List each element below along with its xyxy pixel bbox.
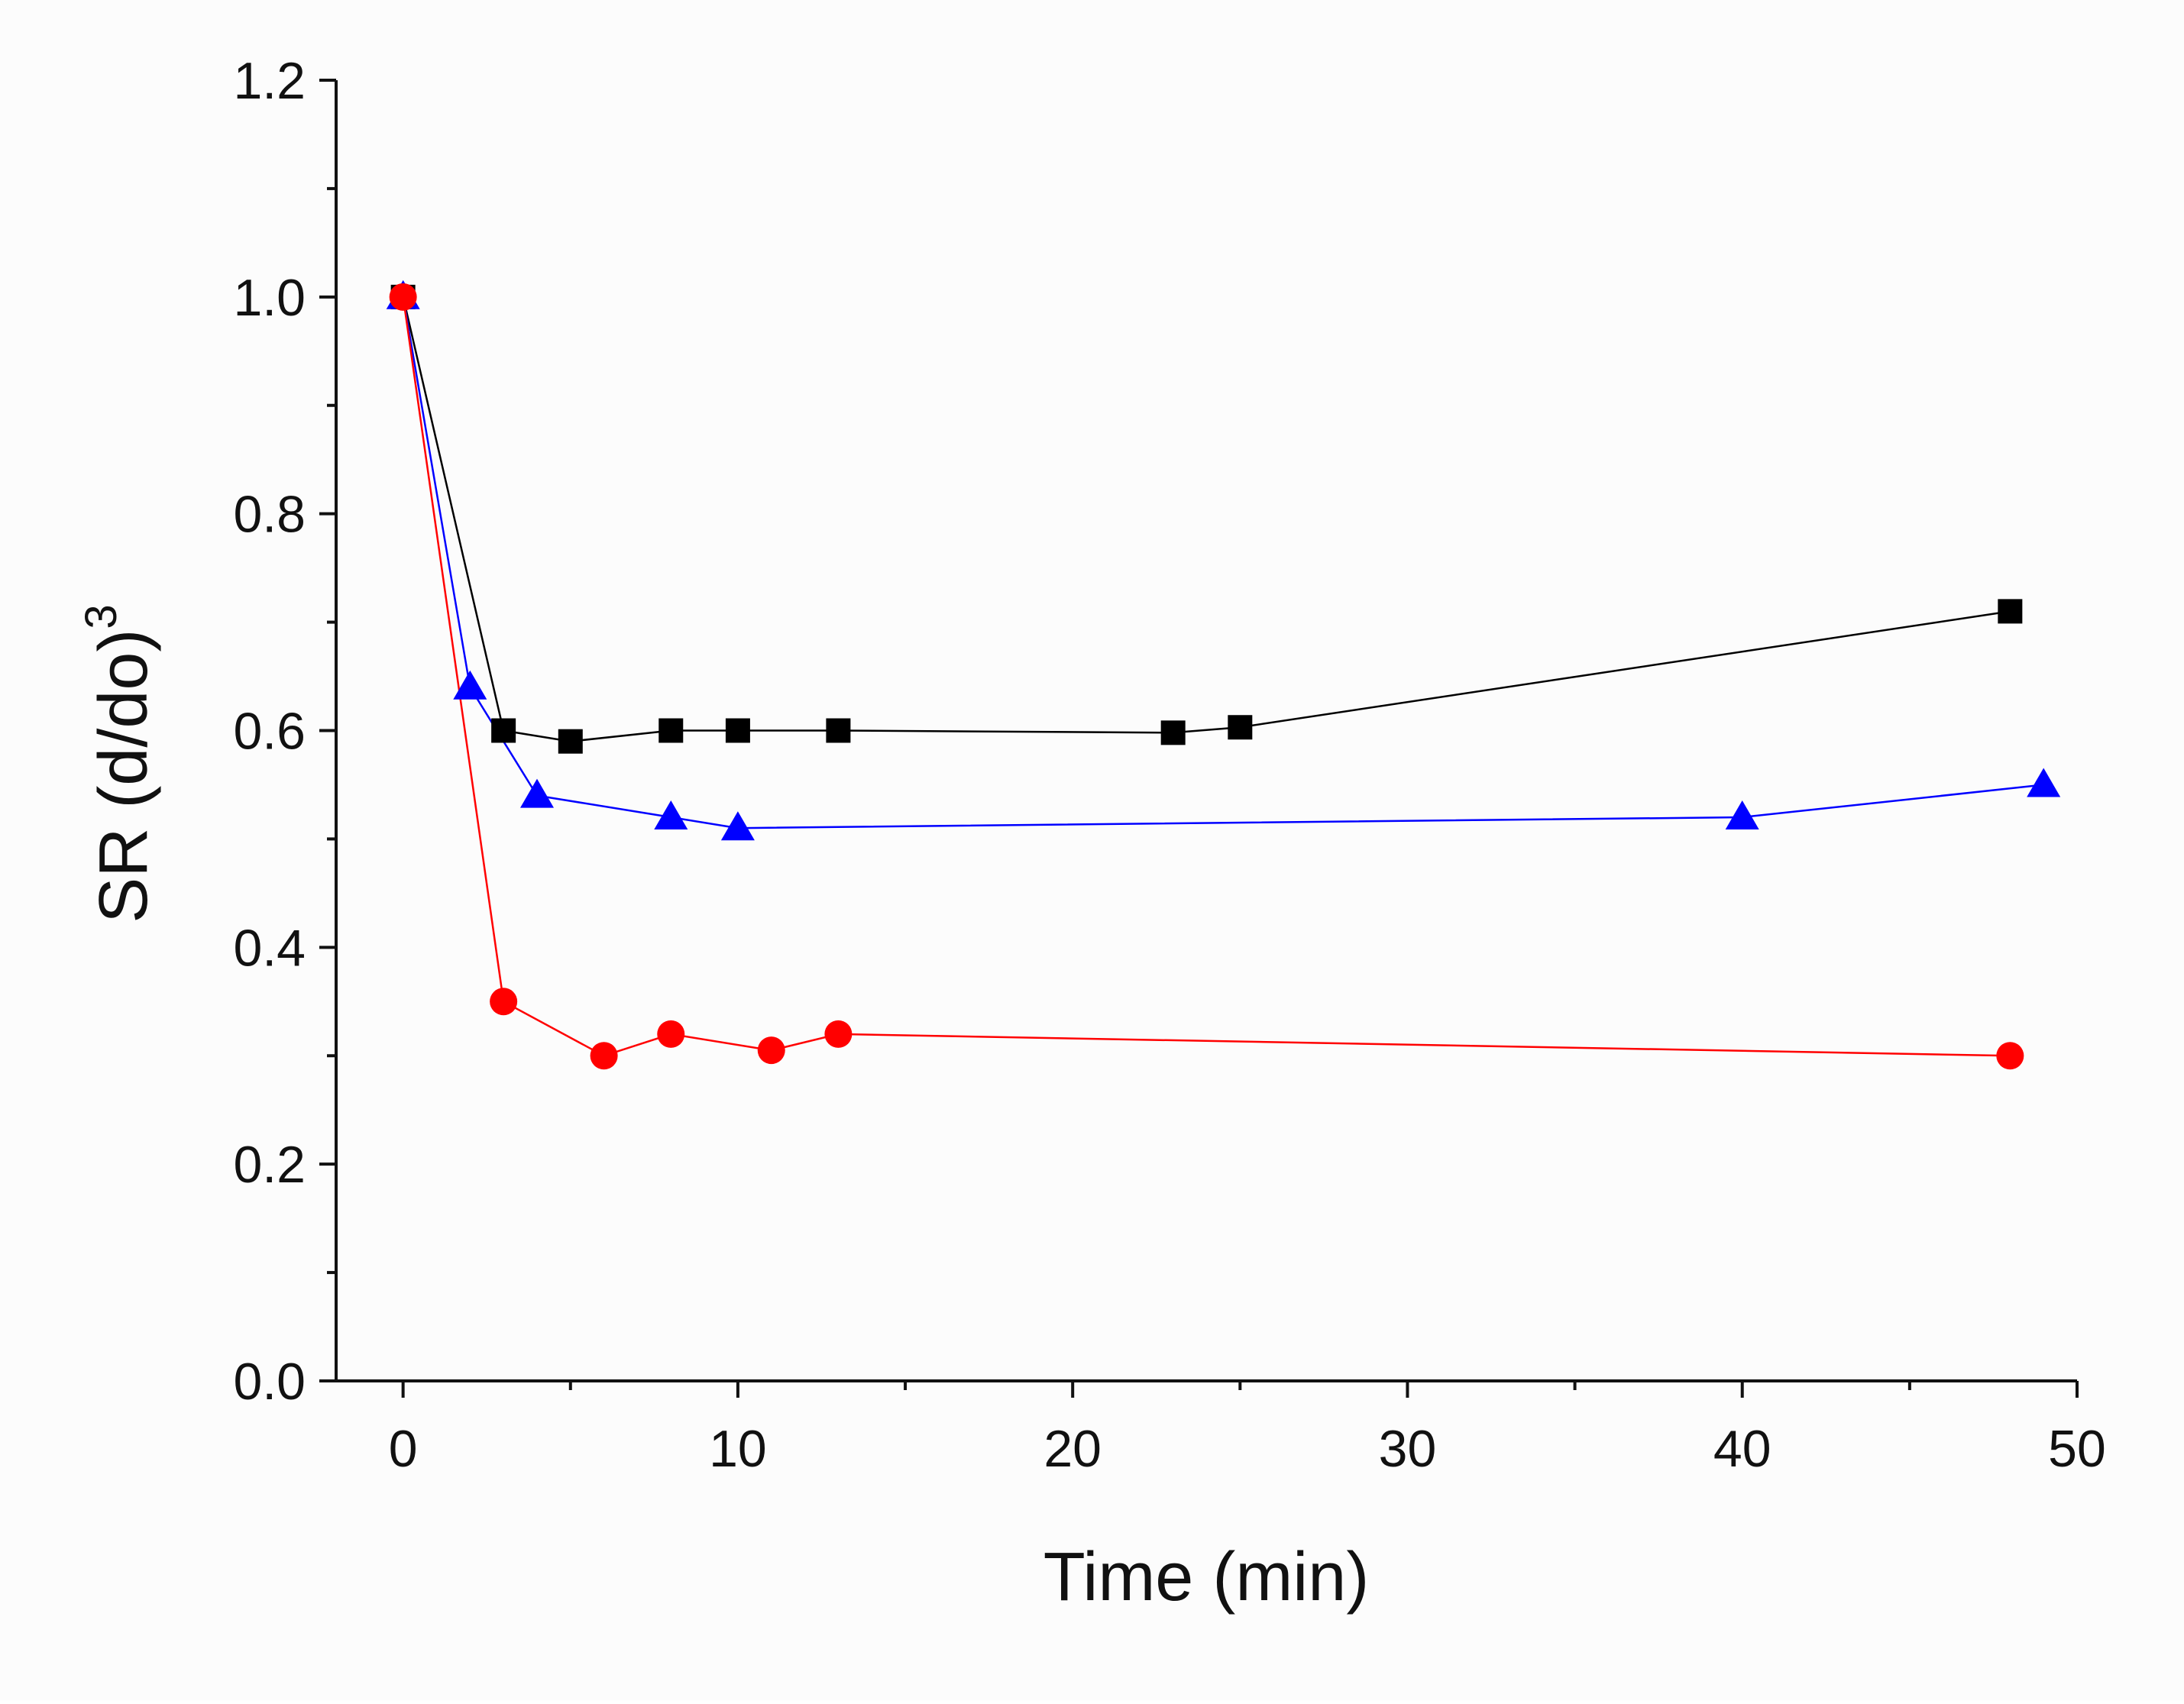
x-tick-label: 10 <box>709 1420 767 1478</box>
y-axis-title-base: SR (d/do) <box>86 629 162 923</box>
y-tick-label: 0.4 <box>233 919 306 977</box>
y-axis-title: SR (d/do)3 <box>76 604 162 923</box>
y-tick-label: 0.2 <box>233 1136 306 1194</box>
data-point-triangle <box>720 811 755 841</box>
data-point-triangle <box>2027 768 2061 797</box>
data-point-square <box>658 718 684 743</box>
y-tick-label: 0.0 <box>233 1353 306 1411</box>
data-point-square <box>1160 720 1186 745</box>
series-markers <box>386 280 2061 1070</box>
x-tick-label: 20 <box>1043 1420 1102 1478</box>
data-point-square <box>725 718 750 743</box>
data-point-circle <box>1996 1042 2024 1070</box>
y-tick-label: 0.6 <box>233 703 306 761</box>
data-point-triangle <box>453 670 487 700</box>
y-tick-label: 1.2 <box>233 52 306 110</box>
data-point-triangle <box>654 800 688 829</box>
data-point-circle <box>657 1020 685 1048</box>
data-point-square <box>1998 599 2023 624</box>
series-line-0 <box>402 296 2011 742</box>
x-tick-label: 30 <box>1379 1420 1437 1478</box>
data-point-circle <box>824 1020 853 1048</box>
x-axis-title: Time (min) <box>1043 1539 1370 1615</box>
y-axis-title-superscript: 3 <box>76 604 126 629</box>
y-tick-label: 1.0 <box>233 269 306 327</box>
series-line-1 <box>402 296 2044 829</box>
data-point-square <box>1228 715 1253 740</box>
data-point-square <box>491 718 516 743</box>
x-tick-label: 40 <box>1713 1420 1771 1478</box>
data-point-triangle <box>520 778 554 808</box>
data-point-circle <box>590 1042 618 1070</box>
data-point-square <box>826 718 851 743</box>
x-tick-label: 50 <box>2048 1420 2106 1478</box>
data-point-circle <box>490 988 518 1016</box>
data-point-square <box>558 729 583 754</box>
data-point-triangle <box>1725 800 1759 829</box>
data-point-circle <box>757 1036 785 1065</box>
ticks: 0 10 20 30 40 50 0.0 0.2 0.4 0.6 0.8 1.0 1.2 <box>233 52 2105 1478</box>
x-tick-label: 0 <box>389 1420 418 1478</box>
data-point-circle <box>389 283 417 311</box>
series-lines <box>402 296 2044 1057</box>
series-line-2 <box>402 296 2011 1057</box>
y-tick-label: 0.8 <box>233 486 306 544</box>
